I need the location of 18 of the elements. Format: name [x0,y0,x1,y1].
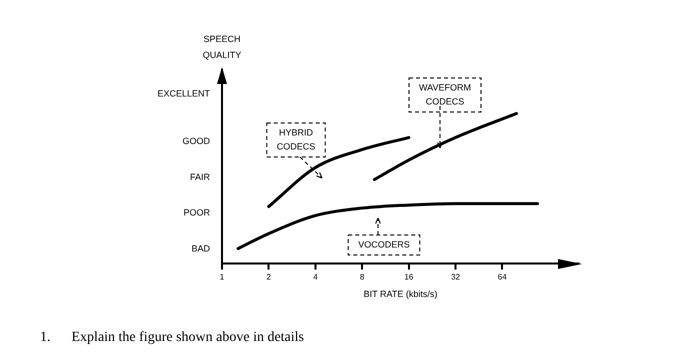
x-tick-label: 64 [498,272,508,282]
text: 1. Explain the figure shown above in details [40,330,304,346]
text: FAIR [190,172,210,182]
x-axis-title: BIT RATE (kbits/s) [364,289,438,300]
text: POOR [183,208,210,218]
text: SPEECH QUALITY [202,34,242,60]
text: BAD [191,244,210,254]
text: EXCELLENT [157,88,210,99]
x-tick-label: 8 [360,272,365,282]
x-tick-label: 1 [220,272,225,282]
x-tick-label: 32 [451,272,461,282]
x-tick-label: 4 [313,272,318,282]
text: WAVEFORM CODECS [419,82,471,106]
annotation: HYBRID CODECS [276,127,316,152]
text: GOOD [182,136,210,146]
annotation: VOCODERS [358,239,410,250]
x-tick-label: 2 [266,272,272,282]
x-tick-label: 16 [404,272,414,282]
